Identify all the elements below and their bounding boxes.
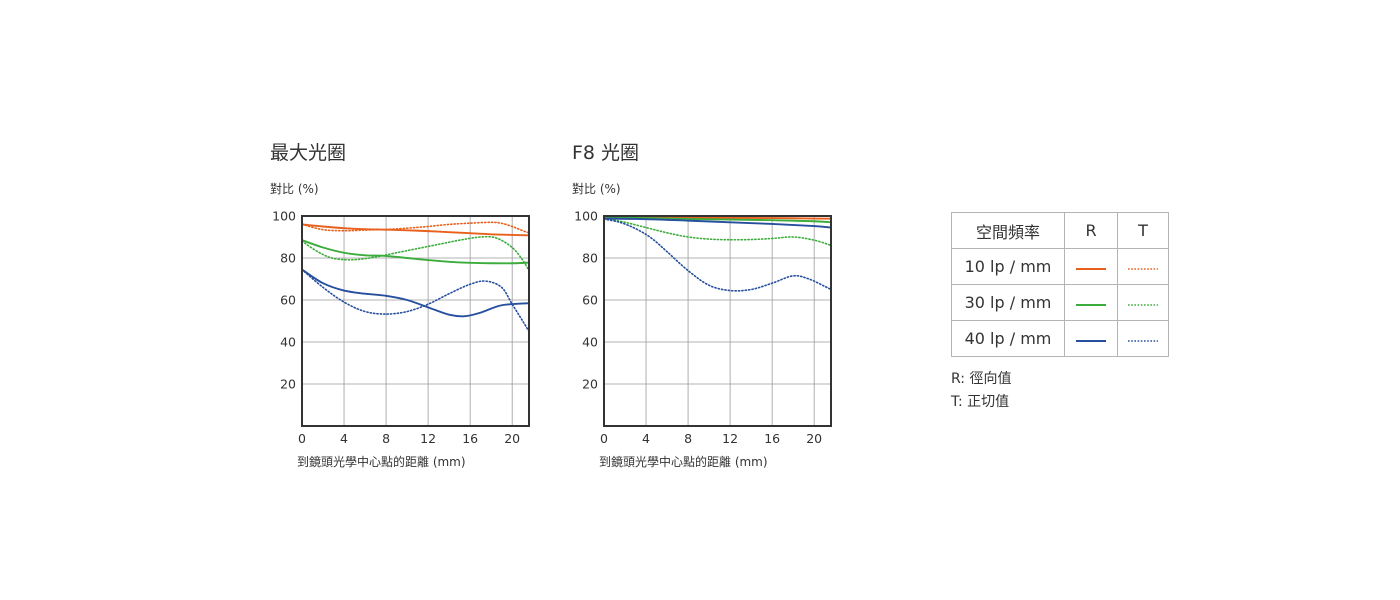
chart-title: F8 光圈 [572, 142, 640, 164]
radial-series-line [603, 216, 832, 224]
y-tick-label: 20 [280, 377, 296, 392]
legend-swatch-tangential [1117, 284, 1169, 321]
x-tick-label: 16 [462, 431, 478, 446]
y-tick-label: 60 [280, 293, 296, 308]
x-tick-label: 8 [382, 431, 390, 446]
chart-title: 最大光圈 [270, 142, 347, 164]
note-tangential: T: 正切值 [951, 394, 1010, 410]
dotted-line-swatch [1128, 268, 1158, 270]
solid-line-swatch [1076, 304, 1106, 306]
x-tick-label: 20 [504, 431, 520, 446]
solid-line-swatch [1076, 268, 1106, 270]
x-tick-label: 4 [340, 431, 348, 446]
legend-swatch-radial [1064, 320, 1118, 357]
legend-frequency-label: 10 lp / mm [951, 248, 1065, 285]
mtf-chart-max-aperture: 20 40 60 80 100 0 4 8 12 16 20 到鏡頭光學中心點的距離 (mm) [272, 209, 530, 469]
radial-series-line [301, 223, 530, 237]
x-tick-label: 16 [764, 431, 780, 446]
legend-swatch-radial [1064, 248, 1118, 285]
legend-swatch-tangential [1117, 248, 1169, 285]
radial-series-line [301, 268, 530, 318]
plot-frame [301, 215, 530, 427]
y-tick-label: 80 [582, 251, 598, 266]
legend-frequency-label: 30 lp / mm [951, 284, 1065, 321]
mtf-chart-f8-aperture: 20 40 60 80 100 0 4 8 12 16 20 到鏡頭光學中心點的距離 (mm) [574, 209, 832, 469]
x-tick-label: 4 [642, 431, 650, 446]
x-tick-label: 0 [600, 431, 608, 446]
x-tick-label: 12 [420, 431, 436, 446]
y-axis-label: 對比 (%) [270, 182, 319, 196]
radial-series-line [603, 217, 832, 229]
x-tick-label: 20 [806, 431, 822, 446]
dotted-line-swatch [1128, 340, 1158, 342]
x-axis-label: 到鏡頭光學中心點的距離 (mm) [297, 454, 466, 469]
legend-swatch-radial [1064, 284, 1118, 321]
solid-line-swatch [1076, 340, 1106, 342]
tangential-series-line [301, 221, 530, 234]
y-tick-label: 40 [582, 335, 598, 350]
legend-header-row: 空間頻率 R T [951, 212, 1169, 249]
legend-notes: R: 徑向值 T: 正切值 [951, 368, 1011, 414]
legend-swatch-tangential [1117, 320, 1169, 357]
y-tick-label: 20 [582, 377, 598, 392]
legend-header-radial: R [1064, 212, 1118, 249]
note-radial: R: 徑向值 [951, 371, 1012, 387]
legend-header-frequency: 空間頻率 [951, 212, 1065, 249]
legend-table: 空間頻率 R T 10 lp / mm 30 lp / mm 40 lp / m… [951, 212, 1169, 357]
dotted-line-swatch [1128, 304, 1158, 306]
legend-frequency-label: 40 lp / mm [951, 320, 1065, 357]
tangential-series-line [603, 217, 832, 247]
chart-panel-max-aperture: 最大光圈 對比 (%) 20 40 60 80 100 0 4 8 12 16 20 到鏡頭光學中心點… [270, 130, 570, 490]
legend-row: 10 lp / mm [951, 248, 1169, 285]
legend-row: 30 lp / mm [951, 284, 1169, 321]
x-tick-label: 8 [684, 431, 692, 446]
chart-panel-f8-aperture: F8 光圈 對比 (%) 20 40 60 80 100 0 4 8 12 16 20 到鏡頭光學中心… [572, 130, 872, 490]
legend: 空間頻率 R T 10 lp / mm 30 lp / mm 40 lp / m… [951, 212, 1169, 357]
legend-header-tangential: T [1117, 212, 1169, 249]
radial-series-line [301, 239, 530, 265]
y-tick-label: 40 [280, 335, 296, 350]
x-tick-label: 0 [298, 431, 306, 446]
y-tick-label: 100 [272, 209, 296, 224]
plot-frame [603, 215, 832, 427]
tangential-series-line [301, 268, 530, 333]
tangential-series-line [301, 235, 530, 272]
x-axis-label: 到鏡頭光學中心點的距離 (mm) [599, 454, 768, 469]
tangential-series-line [603, 218, 832, 292]
legend-row: 40 lp / mm [951, 320, 1169, 357]
y-tick-label: 80 [280, 251, 296, 266]
y-axis-label: 對比 (%) [572, 182, 621, 196]
y-tick-label: 100 [574, 209, 598, 224]
x-tick-label: 12 [722, 431, 738, 446]
y-tick-label: 60 [582, 293, 598, 308]
